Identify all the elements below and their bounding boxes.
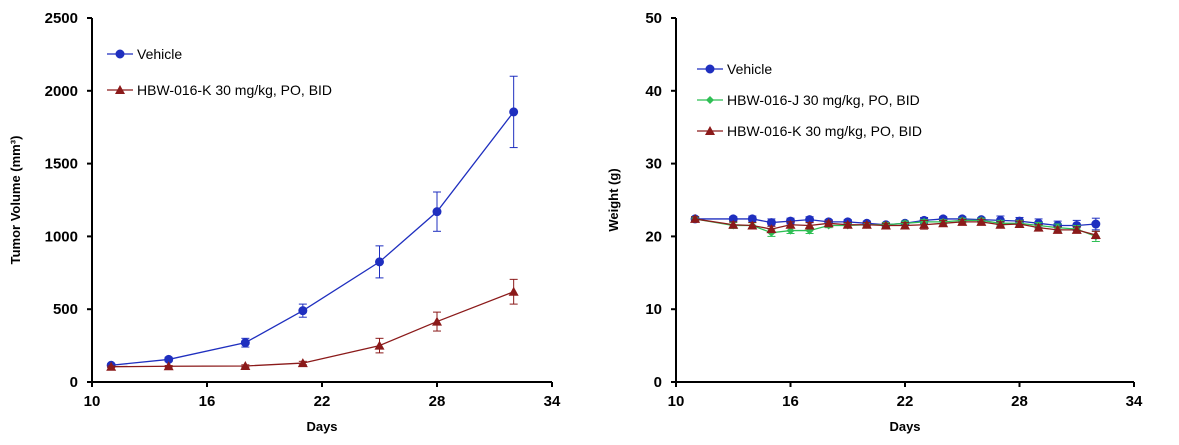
data-point (1014, 219, 1025, 229)
data-point (1071, 224, 1082, 234)
legend-label: HBW-016-K 30 mg/kg, PO, BID (727, 123, 922, 139)
data-point (728, 219, 739, 229)
data-point (957, 216, 968, 226)
data-point (1052, 224, 1063, 234)
data-point (1033, 222, 1044, 232)
x-tick-label: 16 (199, 393, 216, 410)
y-tick-label: 1500 (45, 156, 78, 173)
y-tick-label: 20 (645, 228, 662, 245)
data-point (432, 207, 442, 217)
data-point (747, 220, 758, 230)
data-point (163, 361, 174, 371)
data-point (374, 340, 385, 350)
series-line (111, 111, 515, 366)
x-tick-label: 22 (314, 393, 331, 410)
x-axis-label: Days (306, 419, 337, 434)
data-point (509, 107, 519, 117)
legend-marker (706, 96, 714, 104)
legend-entry-2: HBW-016-K 30 mg/kg, PO, BID (107, 82, 332, 98)
data-point (375, 257, 384, 267)
series-2 (106, 278, 519, 371)
x-tick-label: 16 (782, 393, 799, 410)
legend-label: Vehicle (137, 46, 182, 62)
y-tick-label: 1000 (45, 228, 78, 245)
data-point (995, 219, 1006, 229)
y-tick-label: 0 (654, 374, 662, 391)
data-point (823, 218, 834, 228)
y-tick-label: 2000 (45, 83, 78, 100)
x-tick-label: 28 (429, 393, 446, 410)
data-point (976, 216, 987, 226)
legend-label: HBW-016-J 30 mg/kg, PO, BID (727, 92, 920, 108)
y-tick-label: 10 (645, 301, 662, 318)
x-tick-label: 28 (1011, 393, 1028, 410)
legend-entry-1: Vehicle (107, 46, 182, 62)
data-point (766, 224, 777, 234)
data-point (880, 220, 891, 230)
data-point (297, 358, 308, 368)
data-point (785, 219, 796, 229)
y-tick-label: 0 (70, 374, 78, 391)
data-point (508, 286, 519, 296)
legend-entry-3: HBW-016-K 30 mg/kg, PO, BID (697, 123, 922, 139)
series-1 (106, 75, 519, 370)
legend-marker (115, 85, 125, 94)
x-tick-label: 34 (1126, 393, 1143, 410)
data-point (1090, 229, 1101, 239)
data-point (106, 361, 117, 371)
data-point (861, 219, 872, 229)
data-point (842, 219, 853, 229)
y-tick-label: 2500 (45, 10, 78, 27)
x-tick-label: 34 (544, 393, 561, 410)
series-line (111, 291, 514, 368)
data-point (298, 306, 308, 316)
legend-label: HBW-016-K 30 mg/kg, PO, BID (137, 82, 332, 98)
x-tick-label: 10 (668, 393, 685, 410)
x-tick-label: 22 (897, 393, 914, 410)
legend-label: Vehicle (727, 61, 772, 77)
series-3 (690, 213, 1101, 240)
y-tick-label: 500 (53, 301, 78, 318)
chart-panel-2: 0 10 20 30 40 50 10 16 22 28 34 Days Weight (g) Vehic… (606, 10, 1143, 434)
data-point (240, 360, 251, 370)
legend-entry-1: Vehicle (697, 61, 772, 77)
data-point (240, 338, 250, 348)
data-point (1091, 219, 1101, 229)
data-point (938, 218, 949, 228)
y-tick-label: 50 (645, 10, 662, 27)
legend-marker (705, 126, 715, 135)
data-point (804, 220, 815, 230)
data-point (919, 219, 930, 229)
chart-panel-1: 0 500 1000 1500 2000 2500 10 16 22 28 34 Days Tumor … (8, 10, 561, 434)
data-point (690, 213, 701, 223)
data-point (900, 220, 910, 230)
y-axis-label: Tumor Volume (mm³) (8, 136, 23, 265)
legend-entry-2: HBW-016-J 30 mg/kg, PO, BID (697, 92, 920, 108)
data-point (432, 316, 442, 326)
y-tick-label: 40 (645, 83, 662, 100)
legend-marker (115, 49, 125, 59)
x-axis-label: Days (889, 419, 920, 434)
y-tick-label: 30 (645, 156, 662, 173)
y-axis-label: Weight (g) (606, 168, 621, 231)
legend-marker (705, 64, 715, 74)
x-tick-label: 10 (84, 393, 101, 410)
